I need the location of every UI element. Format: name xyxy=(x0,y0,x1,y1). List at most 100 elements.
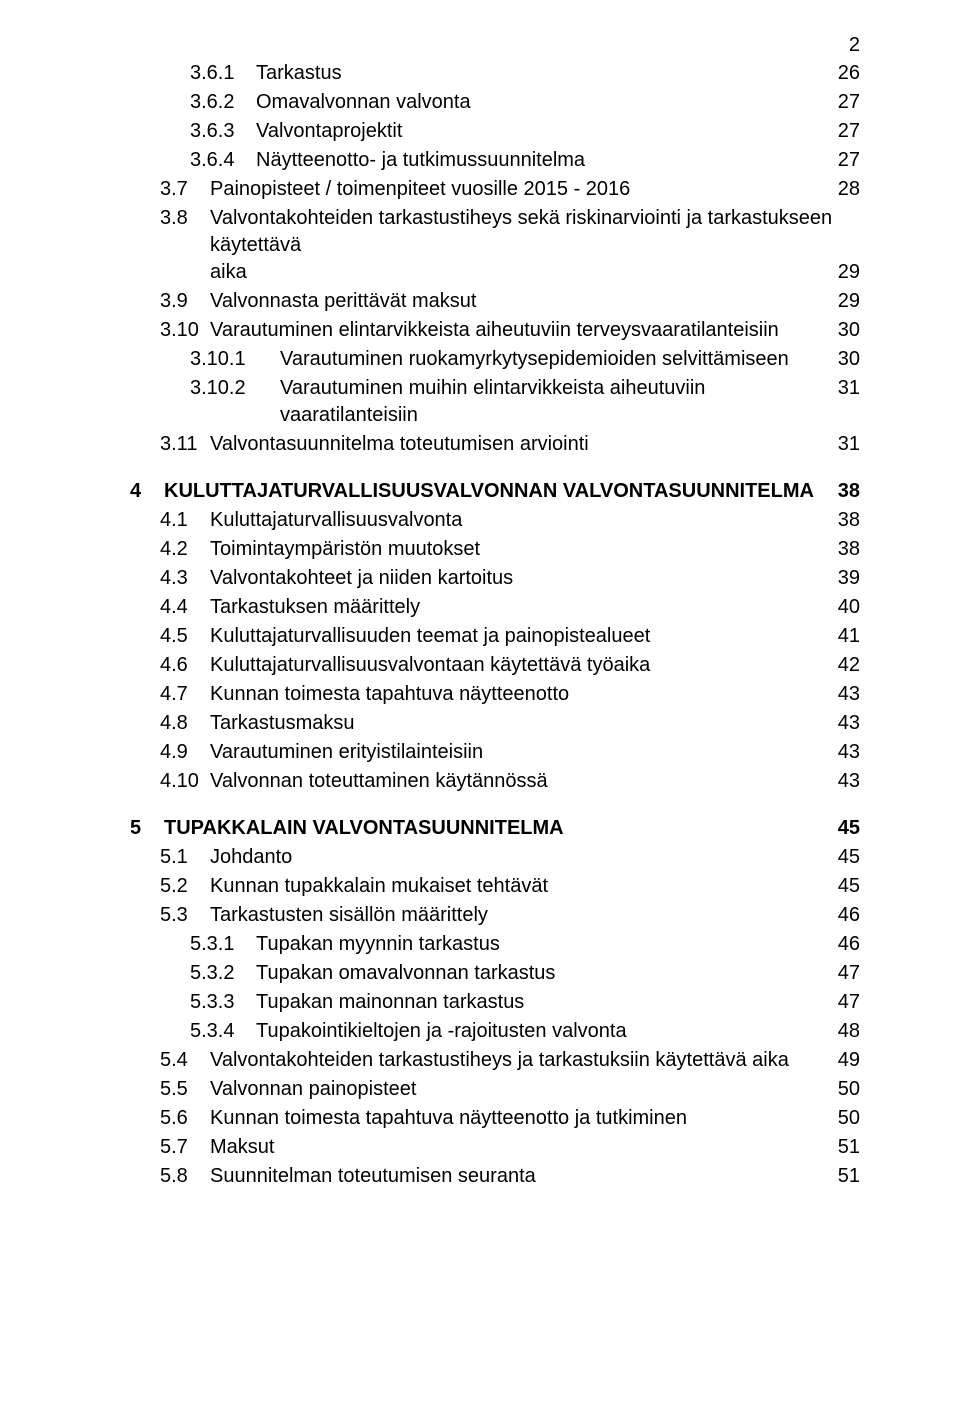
toc-entry: 5.3.2Tupakan omavalvonnan tarkastus47 xyxy=(130,960,860,987)
toc-entry-page: 28 xyxy=(834,176,860,203)
toc-entry-label: Valvontasuunnitelma toteutumisen arvioin… xyxy=(210,431,589,458)
toc-entry: 5.4Valvontakohteiden tarkastustiheys ja … xyxy=(130,1047,860,1074)
toc-entry-number: 3.6.4 xyxy=(190,147,256,174)
toc-entry-label: Näytteenotto- ja tutkimussuunnitelma xyxy=(256,147,585,174)
toc-entry-page: 46 xyxy=(834,902,860,929)
toc-entry-label: Toimintaympäristön muutokset xyxy=(210,536,480,563)
toc-entry-number: 5 xyxy=(130,815,164,842)
toc-entry-label: Tupakan myynnin tarkastus xyxy=(256,931,500,958)
toc-entry-label: Tupakan omavalvonnan tarkastus xyxy=(256,960,555,987)
section-gap xyxy=(130,797,860,815)
toc-entry-number: 3.6.2 xyxy=(190,89,256,116)
toc-entry-label: TUPAKKALAIN VALVONTASUUNNITELMA xyxy=(164,815,564,842)
toc-entry-page: 49 xyxy=(834,1047,860,1074)
toc-entry: 3.10.1Varautuminen ruokamyrkytysepidemio… xyxy=(130,346,860,373)
toc-entry-number: 5.2 xyxy=(160,873,210,900)
toc-entry-page: 45 xyxy=(834,844,860,871)
toc-entry-label: Suunnitelman toteutumisen seuranta xyxy=(210,1163,536,1190)
toc-entry-page: 38 xyxy=(834,507,860,534)
toc-entry: 5.7Maksut51 xyxy=(130,1134,860,1161)
toc-entry-label: Varautuminen elintarvikkeista aiheutuvii… xyxy=(210,317,779,344)
toc-entry: 3.6.2Omavalvonnan valvonta27 xyxy=(130,89,860,116)
toc-entry: 4.1Kuluttajaturvallisuusvalvonta38 xyxy=(130,507,860,534)
toc-entry-number: 4.1 xyxy=(160,507,210,534)
toc-entry-page: 50 xyxy=(834,1105,860,1132)
toc-entry-page: 43 xyxy=(834,681,860,708)
toc-entry-label: Kuluttajaturvallisuuden teemat ja painop… xyxy=(210,623,650,650)
toc-entry-number: 4 xyxy=(130,478,164,505)
toc-entry: 5.3.4Tupakointikieltojen ja -rajoitusten… xyxy=(130,1018,860,1045)
toc-entry-label: KULUTTAJATURVALLISUUSVALVONNAN VALVONTAS… xyxy=(164,478,814,505)
toc-entry-number: 4.2 xyxy=(160,536,210,563)
toc-entry: 4.3Valvontakohteet ja niiden kartoitus 39 xyxy=(130,565,860,592)
toc-entry-number: 4.7 xyxy=(160,681,210,708)
toc-entry: 3.7Painopisteet / toimenpiteet vuosille … xyxy=(130,176,860,203)
toc-entry-label: Painopisteet / toimenpiteet vuosille 201… xyxy=(210,176,630,203)
toc-entry-number: 4.8 xyxy=(160,710,210,737)
toc-entry-page: 42 xyxy=(834,652,860,679)
toc-entry-number: 4.10 xyxy=(160,768,210,795)
toc-entry-number: 5.3 xyxy=(160,902,210,929)
toc-entry-page: 29 xyxy=(834,288,860,315)
toc-entry-page: 45 xyxy=(834,873,860,900)
toc-entry: 3.6.1Tarkastus26 xyxy=(130,60,860,87)
toc-entry-page: 30 xyxy=(834,317,860,344)
toc-entry: 3.11Valvontasuunnitelma toteutumisen arv… xyxy=(130,431,860,458)
page-number: 2 xyxy=(849,34,860,57)
toc-entry-label: aika xyxy=(210,259,247,286)
toc-entry-page: 51 xyxy=(834,1134,860,1161)
toc-entry-page: 51 xyxy=(834,1163,860,1190)
toc-entry-number: 5.3.1 xyxy=(190,931,256,958)
toc-entry-page: 40 xyxy=(834,594,860,621)
toc-entry: 5.3.1Tupakan myynnin tarkastus 46 xyxy=(130,931,860,958)
toc-entry-page: 46 xyxy=(834,931,860,958)
toc-entry-label: Tarkastusten sisällön määrittely xyxy=(210,902,488,929)
toc-entry-page: 50 xyxy=(834,1076,860,1103)
toc-entry-page: 39 xyxy=(834,565,860,592)
table-of-contents: 3.6.1Tarkastus263.6.2Omavalvonnan valvon… xyxy=(130,60,860,1190)
toc-entry-label: Valvontaprojektit xyxy=(256,118,402,145)
toc-entry-number: 4.5 xyxy=(160,623,210,650)
toc-entry-number: 4.6 xyxy=(160,652,210,679)
toc-entry-page: 43 xyxy=(834,768,860,795)
toc-entry-label: Omavalvonnan valvonta xyxy=(256,89,471,116)
toc-entry: 4.5Kuluttajaturvallisuuden teemat ja pai… xyxy=(130,623,860,650)
toc-entry-label: Maksut xyxy=(210,1134,274,1161)
toc-entry-number: 3.8 xyxy=(160,205,210,232)
toc-entry: 4KULUTTAJATURVALLISUUSVALVONNAN VALVONTA… xyxy=(130,478,860,505)
toc-entry-label: Tarkastuksen määrittely xyxy=(210,594,420,621)
toc-entry-page: 43 xyxy=(834,710,860,737)
toc-entry: 4.7Kunnan toimesta tapahtuva näytteenott… xyxy=(130,681,860,708)
toc-entry-number: 4.3 xyxy=(160,565,210,592)
toc-entry-label: Tarkastus xyxy=(256,60,342,87)
toc-entry-page: 29 xyxy=(834,259,860,286)
toc-entry-number: 5.3.4 xyxy=(190,1018,256,1045)
toc-entry-number: 3.6.3 xyxy=(190,118,256,145)
toc-entry-page: 45 xyxy=(834,815,860,842)
toc-entry-number: 3.11 xyxy=(160,431,210,458)
toc-entry: 4.9Varautuminen erityistilainteisiin43 xyxy=(130,739,860,766)
toc-entry-number: 5.1 xyxy=(160,844,210,871)
toc-entry-label: Tarkastusmaksu xyxy=(210,710,355,737)
toc-entry: 3.10.2Varautuminen muihin elintarvikkeis… xyxy=(130,375,860,429)
toc-entry-page: 43 xyxy=(834,739,860,766)
toc-entry-label: Varautuminen ruokamyrkytysepidemioiden s… xyxy=(280,346,789,373)
toc-entry-label: Valvonnan toteuttaminen käytännössä xyxy=(210,768,548,795)
toc-entry: 3.8Valvontakohteiden tarkastustiheys sek… xyxy=(130,205,860,286)
toc-entry: 5.8Suunnitelman toteutumisen seuranta51 xyxy=(130,1163,860,1190)
toc-entry-page: 31 xyxy=(834,431,860,458)
toc-entry-label: Varautuminen erityistilainteisiin xyxy=(210,739,483,766)
toc-entry-label: Valvontakohteet ja niiden kartoitus xyxy=(210,565,513,592)
toc-entry-page: 38 xyxy=(834,478,860,505)
toc-entry-page: 41 xyxy=(834,623,860,650)
toc-entry-number: 3.7 xyxy=(160,176,210,203)
toc-entry-label: Kuluttajaturvallisuusvalvontaan käytettä… xyxy=(210,652,650,679)
toc-entry: 5TUPAKKALAIN VALVONTASUUNNITELMA 45 xyxy=(130,815,860,842)
section-gap xyxy=(130,460,860,478)
toc-entry-label: Tupakan mainonnan tarkastus xyxy=(256,989,524,1016)
toc-entry: 3.10Varautuminen elintarvikkeista aiheut… xyxy=(130,317,860,344)
toc-entry-number: 5.5 xyxy=(160,1076,210,1103)
toc-entry: 3.6.4Näytteenotto- ja tutkimussuunnitelm… xyxy=(130,147,860,174)
toc-entry-label: Varautuminen muihin elintarvikkeista aih… xyxy=(280,375,826,429)
toc-entry-number: 4.4 xyxy=(160,594,210,621)
